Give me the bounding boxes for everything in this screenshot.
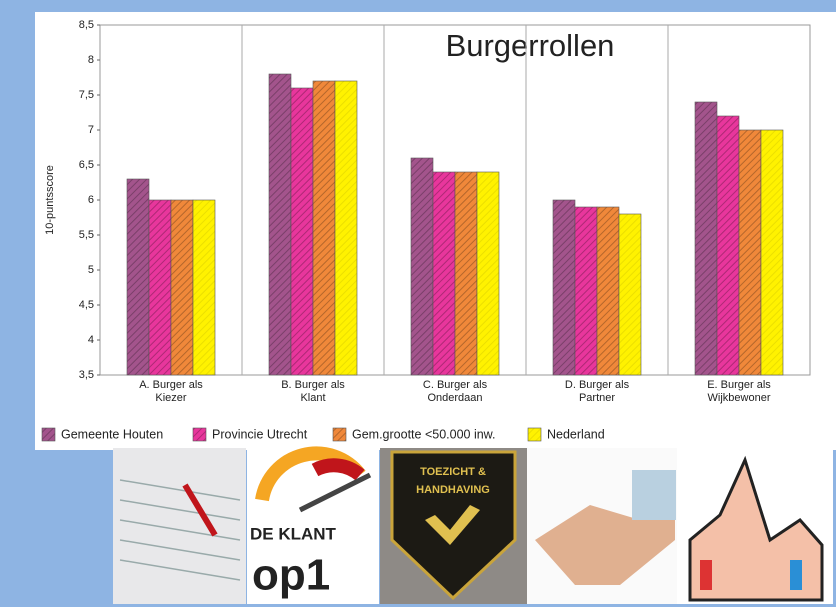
- y-tick-label: 3,5: [79, 369, 94, 381]
- y-tick-label: 4,5: [79, 299, 94, 311]
- legend-label: Gemeente Houten: [61, 427, 163, 441]
- bar: [760, 129, 784, 376]
- chart-title: Burgerrollen: [446, 28, 615, 63]
- x-tick-label: E. Burger als Wijkbewoner: [707, 379, 771, 404]
- image-text: DE KLANT: [250, 524, 337, 543]
- x-tick-label-box: B. Burger als Klant: [281, 379, 345, 404]
- x-tick-label-box: C. Burger als Onderdaan: [422, 379, 488, 404]
- x-tick-label-box: A. Burger als Kiezer: [139, 379, 203, 404]
- bar: [290, 87, 314, 376]
- bar: [574, 206, 598, 376]
- y-tick-label: 7,5: [79, 89, 94, 101]
- y-tick-label: 5,5: [79, 229, 94, 241]
- bar: [694, 101, 718, 376]
- y-tick-label: 7: [88, 124, 94, 136]
- y-tick-label: 8,5: [79, 19, 94, 31]
- bar: [476, 171, 500, 376]
- bar: [268, 73, 292, 376]
- legend-swatch: [332, 427, 347, 442]
- y-tick-label: 8: [88, 54, 94, 66]
- bar: [192, 199, 216, 376]
- image-text: HANDHAVING: [416, 484, 490, 496]
- bar: [454, 171, 478, 376]
- bar: [312, 80, 336, 376]
- x-tick-label: B. Burger als Klant: [281, 379, 345, 404]
- x-tick-label-box: D. Burger als Partner: [564, 379, 630, 404]
- bar: [170, 199, 194, 376]
- legend-label: Gem.grootte <50.000 inw.: [352, 427, 496, 441]
- bar: [738, 129, 762, 376]
- image-text: TOEZICHT &: [420, 466, 486, 478]
- legend-label: Provincie Utrecht: [212, 427, 308, 441]
- x-tick-label: A. Burger als Kiezer: [139, 379, 203, 404]
- bar: [410, 157, 434, 376]
- y-tick-label: 6: [88, 194, 94, 206]
- bar: [618, 213, 642, 376]
- bar: [596, 206, 620, 376]
- bar: [552, 199, 576, 376]
- x-tick-label: C. Burger als Onderdaan: [422, 379, 488, 404]
- bar: [148, 199, 172, 376]
- legend-swatch: [192, 427, 207, 442]
- bar: [716, 115, 740, 376]
- x-tick-label: D. Burger als Partner: [564, 379, 630, 404]
- image-strip: DE KLANT op1 TOEZICHT & HANDHAVING: [113, 446, 833, 604]
- bar: [432, 171, 456, 376]
- y-tick-label: 4: [88, 334, 94, 346]
- image-text: op1: [252, 551, 330, 600]
- bar: [334, 80, 358, 376]
- y-tick-label: 5: [88, 264, 94, 276]
- x-tick-label-box: E. Burger als Wijkbewoner: [707, 379, 771, 404]
- y-axis-label: 10-puntsscore: [44, 165, 56, 235]
- legend-swatch: [527, 427, 542, 442]
- y-tick-label: 6,5: [79, 159, 94, 171]
- legend-label: Nederland: [547, 427, 605, 441]
- legend-swatch: [41, 427, 56, 442]
- bar: [126, 178, 150, 376]
